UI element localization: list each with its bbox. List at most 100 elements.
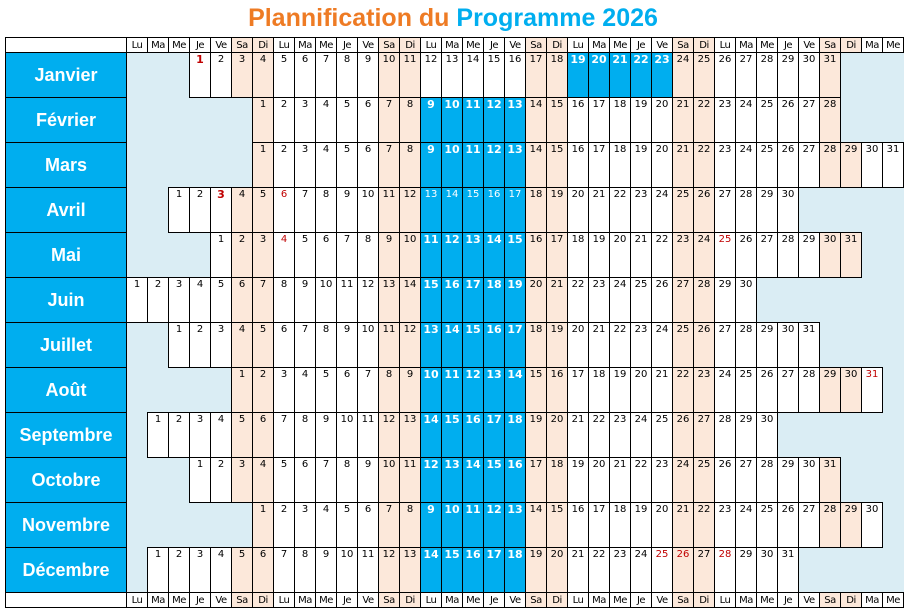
day-cell[interactable]: 2 bbox=[273, 142, 295, 188]
day-cell[interactable]: 6 bbox=[357, 502, 379, 548]
day-cell[interactable]: 26 bbox=[777, 142, 799, 188]
day-cell[interactable]: 16 bbox=[567, 142, 589, 188]
day-cell[interactable]: 11 bbox=[357, 547, 379, 593]
day-cell[interactable]: 3 bbox=[252, 232, 274, 278]
day-cell[interactable]: 23 bbox=[609, 547, 631, 593]
day-cell[interactable]: 28 bbox=[819, 142, 841, 188]
day-cell[interactable]: 8 bbox=[378, 367, 400, 413]
day-cell[interactable]: 12 bbox=[420, 457, 442, 503]
day-cell[interactable]: 24 bbox=[735, 142, 757, 188]
day-cell[interactable]: 9 bbox=[357, 457, 379, 503]
day-cell[interactable]: 19 bbox=[504, 277, 526, 323]
day-cell[interactable]: 13 bbox=[504, 97, 526, 143]
day-cell[interactable]: 24 bbox=[651, 187, 673, 233]
day-cell[interactable]: 28 bbox=[819, 502, 841, 548]
day-cell[interactable]: 7 bbox=[273, 547, 295, 593]
day-cell[interactable]: 16 bbox=[483, 187, 505, 233]
day-cell[interactable]: 30 bbox=[861, 502, 883, 548]
day-cell[interactable]: 26 bbox=[714, 52, 736, 98]
day-cell[interactable]: 10 bbox=[441, 142, 463, 188]
day-cell[interactable]: 14 bbox=[420, 412, 442, 458]
day-cell[interactable]: 4 bbox=[252, 52, 274, 98]
day-cell[interactable]: 17 bbox=[546, 232, 568, 278]
day-cell[interactable]: 2 bbox=[273, 502, 295, 548]
day-cell[interactable]: 22 bbox=[630, 52, 652, 98]
day-cell[interactable]: 24 bbox=[630, 412, 652, 458]
day-cell[interactable]: 24 bbox=[714, 367, 736, 413]
day-cell[interactable]: 5 bbox=[273, 52, 295, 98]
day-cell[interactable]: 16 bbox=[567, 502, 589, 548]
day-cell[interactable]: 15 bbox=[420, 277, 442, 323]
day-cell[interactable]: 3 bbox=[294, 97, 316, 143]
day-cell[interactable]: 11 bbox=[462, 97, 484, 143]
day-cell[interactable]: 26 bbox=[693, 322, 715, 368]
day-cell[interactable]: 16 bbox=[546, 367, 568, 413]
day-cell[interactable]: 23 bbox=[693, 367, 715, 413]
day-cell[interactable]: 6 bbox=[252, 412, 274, 458]
day-cell[interactable]: 7 bbox=[357, 367, 379, 413]
day-cell[interactable]: 20 bbox=[546, 412, 568, 458]
day-cell[interactable]: 23 bbox=[651, 457, 673, 503]
day-cell[interactable]: 23 bbox=[609, 412, 631, 458]
day-cell[interactable]: 3 bbox=[168, 277, 190, 323]
day-cell[interactable]: 27 bbox=[756, 232, 778, 278]
day-cell[interactable]: 2 bbox=[147, 277, 169, 323]
day-cell[interactable]: 1 bbox=[147, 412, 169, 458]
day-cell[interactable]: 20 bbox=[567, 322, 589, 368]
day-cell[interactable]: 29 bbox=[798, 232, 820, 278]
day-cell[interactable]: 14 bbox=[399, 277, 421, 323]
day-cell[interactable]: 21 bbox=[588, 322, 610, 368]
day-cell[interactable]: 20 bbox=[651, 502, 673, 548]
day-cell[interactable]: 23 bbox=[672, 232, 694, 278]
day-cell[interactable]: 11 bbox=[441, 367, 463, 413]
day-cell[interactable]: 12 bbox=[462, 367, 484, 413]
day-cell[interactable]: 23 bbox=[588, 277, 610, 323]
day-cell[interactable]: 2 bbox=[168, 412, 190, 458]
day-cell[interactable]: 8 bbox=[294, 547, 316, 593]
day-cell[interactable]: 2 bbox=[231, 232, 253, 278]
day-cell[interactable]: 1 bbox=[252, 142, 274, 188]
day-cell[interactable]: 13 bbox=[504, 502, 526, 548]
day-cell[interactable]: 19 bbox=[588, 232, 610, 278]
day-cell[interactable]: 17 bbox=[483, 547, 505, 593]
day-cell[interactable]: 5 bbox=[294, 232, 316, 278]
day-cell[interactable]: 26 bbox=[693, 187, 715, 233]
day-cell[interactable]: 21 bbox=[609, 52, 631, 98]
day-cell[interactable]: 9 bbox=[378, 232, 400, 278]
day-cell[interactable]: 3 bbox=[189, 412, 211, 458]
day-cell[interactable]: 4 bbox=[315, 97, 337, 143]
day-cell[interactable]: 26 bbox=[756, 367, 778, 413]
day-cell[interactable]: 2 bbox=[189, 322, 211, 368]
day-cell[interactable]: 4 bbox=[315, 142, 337, 188]
day-cell[interactable]: 21 bbox=[672, 502, 694, 548]
day-cell[interactable]: 7 bbox=[315, 52, 337, 98]
day-cell[interactable]: 1 bbox=[126, 277, 148, 323]
day-cell[interactable]: 17 bbox=[462, 277, 484, 323]
day-cell[interactable]: 27 bbox=[672, 277, 694, 323]
day-cell[interactable]: 25 bbox=[672, 187, 694, 233]
day-cell[interactable]: 12 bbox=[420, 52, 442, 98]
day-cell[interactable]: 30 bbox=[756, 547, 778, 593]
day-cell[interactable]: 22 bbox=[630, 457, 652, 503]
day-cell[interactable]: 4 bbox=[231, 187, 253, 233]
day-cell[interactable]: 10 bbox=[441, 502, 463, 548]
day-cell[interactable]: 31 bbox=[861, 367, 883, 413]
day-cell[interactable]: 17 bbox=[525, 52, 547, 98]
day-cell[interactable]: 4 bbox=[189, 277, 211, 323]
day-cell[interactable]: 11 bbox=[462, 502, 484, 548]
day-cell[interactable]: 19 bbox=[609, 367, 631, 413]
day-cell[interactable]: 20 bbox=[546, 547, 568, 593]
day-cell[interactable]: 4 bbox=[294, 367, 316, 413]
day-cell[interactable]: 20 bbox=[630, 367, 652, 413]
day-cell[interactable]: 28 bbox=[714, 412, 736, 458]
day-cell[interactable]: 7 bbox=[378, 142, 400, 188]
day-cell[interactable]: 28 bbox=[756, 52, 778, 98]
day-cell[interactable]: 10 bbox=[336, 412, 358, 458]
day-cell[interactable]: 3 bbox=[210, 187, 232, 233]
day-cell[interactable]: 6 bbox=[273, 187, 295, 233]
day-cell[interactable]: 25 bbox=[714, 232, 736, 278]
day-cell[interactable]: 18 bbox=[504, 547, 526, 593]
day-cell[interactable]: 12 bbox=[483, 502, 505, 548]
day-cell[interactable]: 7 bbox=[336, 232, 358, 278]
day-cell[interactable]: 6 bbox=[294, 52, 316, 98]
